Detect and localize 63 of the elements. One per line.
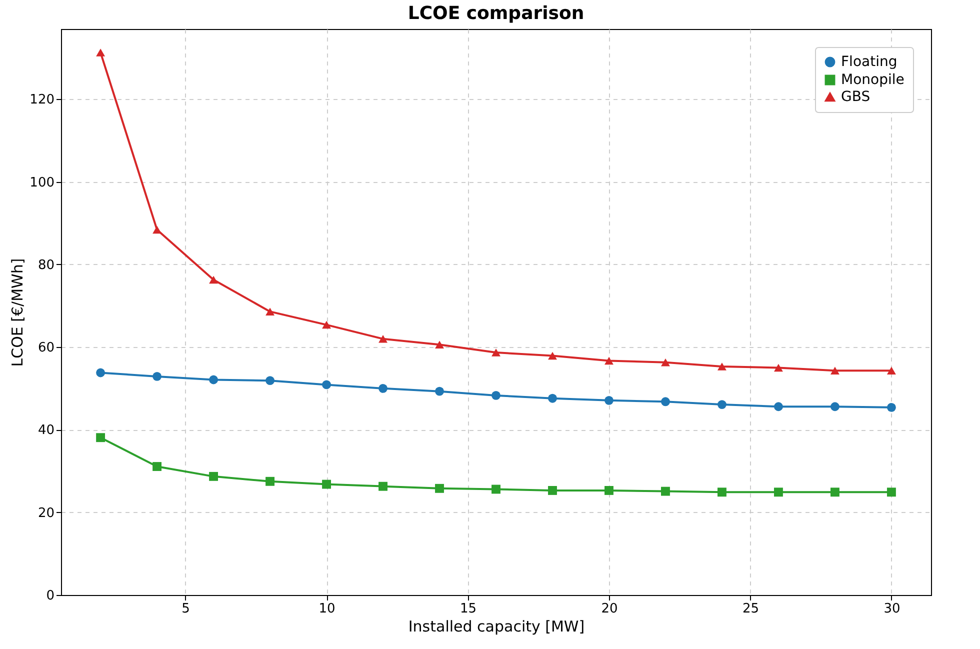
- point: [492, 348, 500, 356]
- point: [718, 362, 726, 370]
- point: [96, 48, 106, 56]
- point: [209, 375, 218, 384]
- y-tick-label: 120: [30, 92, 54, 108]
- point: [886, 402, 896, 412]
- point: [492, 484, 500, 494]
- x-tick-label: 15: [460, 602, 477, 616]
- point: [152, 462, 162, 471]
- x-axis-title: Installed capacity [MW]: [408, 618, 585, 636]
- point: [830, 402, 840, 412]
- point: [604, 356, 614, 365]
- point: [378, 334, 388, 343]
- x-tick-label: 30: [884, 602, 900, 616]
- point: [435, 386, 444, 396]
- point: [718, 400, 726, 410]
- point: [322, 380, 331, 390]
- point: [435, 484, 444, 493]
- point: [604, 486, 614, 495]
- y-tick-label: 20: [38, 506, 54, 521]
- point: [209, 472, 218, 481]
- point: [774, 402, 783, 412]
- point: [152, 372, 162, 381]
- legend-label: GBS: [841, 89, 870, 105]
- point: [322, 320, 331, 329]
- point: [604, 396, 614, 405]
- point: [830, 366, 840, 375]
- y-tick-label: 60: [38, 340, 54, 356]
- point: [96, 368, 106, 378]
- chart-title: LCOE comparison: [408, 3, 584, 24]
- point: [830, 488, 840, 497]
- point: [435, 340, 444, 349]
- y-axis-title: LCOE [€/MWh]: [8, 258, 27, 367]
- point: [322, 480, 331, 489]
- y-tick-label: 40: [38, 423, 54, 438]
- point: [774, 488, 783, 497]
- point: [886, 488, 896, 497]
- legend-label: Monopile: [841, 72, 904, 88]
- y-tick-label: 80: [38, 258, 54, 273]
- point: [378, 482, 388, 491]
- point: [266, 476, 274, 486]
- point: [886, 366, 896, 375]
- point: [378, 384, 388, 393]
- x-tick-label: 10: [318, 602, 336, 616]
- x-tick-label: 20: [601, 602, 618, 616]
- x-tick-label: 5: [182, 602, 190, 616]
- point: [661, 358, 670, 366]
- point: [661, 397, 670, 406]
- point: [548, 394, 557, 403]
- y-tick-label: 100: [30, 175, 54, 190]
- point: [661, 486, 670, 496]
- point: [96, 433, 106, 442]
- legend-label: Floating: [841, 54, 898, 70]
- point: [266, 376, 274, 386]
- point: [774, 364, 783, 372]
- x-tick-label: 25: [742, 602, 759, 616]
- point: [718, 488, 726, 497]
- y-tick-label: 0: [46, 588, 54, 604]
- point: [492, 390, 500, 400]
- point: [209, 276, 218, 284]
- point: [266, 308, 274, 316]
- point: [548, 352, 557, 360]
- point: [548, 486, 557, 495]
